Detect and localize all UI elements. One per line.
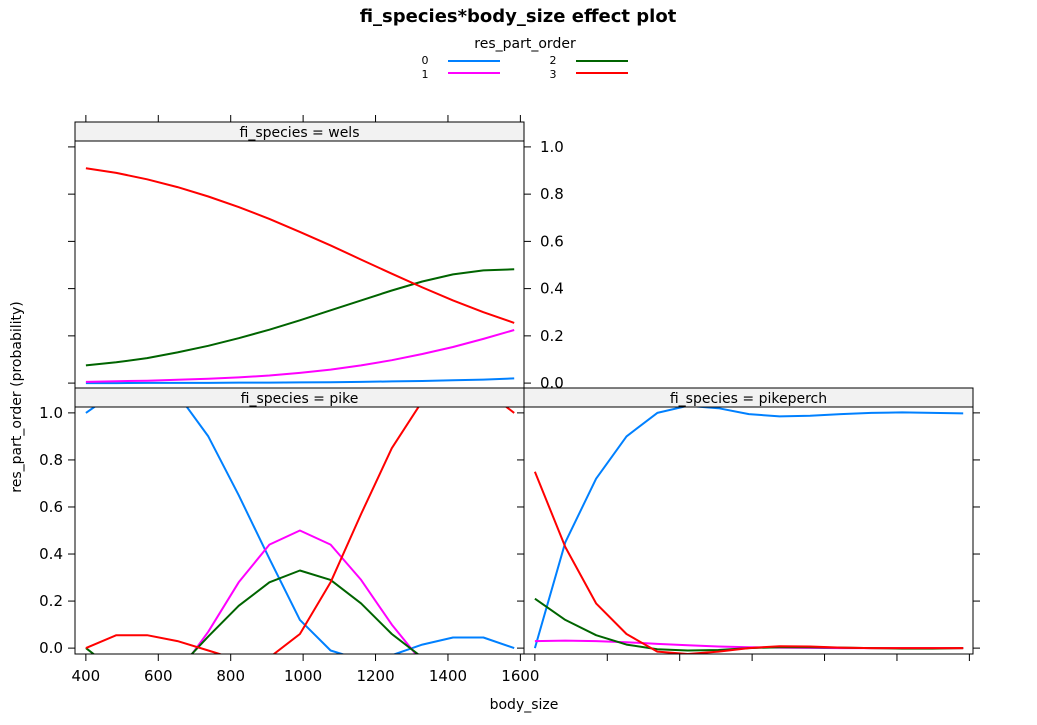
- panel-series-group: [85, 167, 515, 385]
- strip-label: fi_species = wels: [240, 125, 360, 141]
- x-tick-label: 400: [72, 667, 101, 685]
- series-line-1: [85, 329, 515, 383]
- chart-title: fi_species*body_size effect plot: [360, 6, 677, 27]
- series-line-1: [190, 529, 417, 654]
- series-line-0: [85, 377, 515, 385]
- legend: res_part_order 01 23: [422, 36, 628, 81]
- strip-background: [523, 387, 974, 408]
- strip-label: fi_species = pike: [241, 391, 359, 407]
- x-tick-label: 1400: [429, 667, 467, 685]
- series-line-3: [85, 167, 515, 324]
- legend-title: res_part_order: [474, 36, 576, 52]
- y-tick-label: 0.6: [540, 232, 564, 250]
- series-line-3: [85, 407, 515, 654]
- y-tick-label: 1.0: [39, 404, 63, 422]
- x-tick-label: 800: [216, 667, 245, 685]
- strip-background: [74, 121, 525, 142]
- x-tick-label: 1600: [501, 667, 539, 685]
- panel-series-group: [533, 407, 964, 654]
- y-tick-label: 0.8: [540, 185, 564, 203]
- y-tick-label: 0.2: [39, 592, 63, 610]
- series-line-1: [534, 639, 964, 650]
- panel-frame: [523, 406, 974, 655]
- y-tick-label: 0.4: [540, 280, 564, 298]
- y-axis-title: res_part_order (probability): [9, 301, 25, 492]
- x-tick-label: 1000: [284, 667, 322, 685]
- series-line-3: [533, 471, 964, 654]
- y-tick-label: 0.2: [540, 327, 564, 345]
- x-tick-label: 1200: [356, 667, 394, 685]
- y-tick-label: 0.4: [39, 545, 63, 563]
- strip-label: fi_species = pikeperch: [670, 391, 827, 407]
- y-tick-label: 1.0: [540, 138, 564, 156]
- panel: fi_species = pike 0.0 0.2 0.4 0.6 0.8 1.0 400 60…: [39, 387, 539, 685]
- panel-series-group: [85, 407, 515, 654]
- y-tick-label: 0.0: [39, 639, 63, 657]
- series-line-0: [85, 407, 515, 654]
- legend-key-label: 0: [422, 54, 429, 67]
- y-tick-label: 0.8: [39, 451, 63, 469]
- series-line-2: [85, 569, 420, 654]
- legend-key-label: 1: [422, 68, 429, 81]
- x-tick-label: 600: [144, 667, 173, 685]
- panel: fi_species = pikeperch: [517, 387, 980, 661]
- legend-key-label: 2: [550, 54, 557, 67]
- legend-key-label: 3: [550, 68, 557, 81]
- y-tick-label: 0.6: [39, 498, 63, 516]
- series-line-2: [85, 268, 515, 367]
- x-axis-title: body_size: [490, 697, 559, 713]
- series-line-0: [533, 407, 964, 649]
